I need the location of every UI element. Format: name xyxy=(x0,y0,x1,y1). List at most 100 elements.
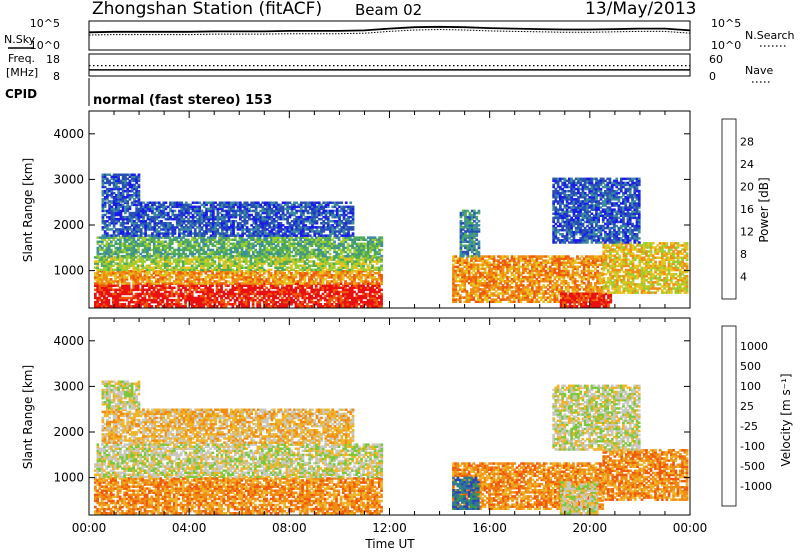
heatmap-cell xyxy=(270,209,274,213)
heatmap-cell xyxy=(170,246,174,250)
heatmap-cell xyxy=(251,264,255,267)
heatmap-cell xyxy=(315,220,319,223)
heatmap-cell xyxy=(254,258,257,261)
heatmap-cell xyxy=(258,286,262,290)
heatmap-cell xyxy=(154,305,158,308)
heatmap-cell xyxy=(153,207,157,211)
heatmap-cell xyxy=(175,238,179,241)
heatmap-cell xyxy=(163,284,167,287)
heatmap-cell xyxy=(148,296,151,300)
heatmap-cell xyxy=(373,242,377,246)
heatmap-cell xyxy=(274,262,277,265)
heatmap-cell xyxy=(134,303,138,306)
heatmap-cell xyxy=(234,248,237,252)
heatmap-cell xyxy=(197,280,201,283)
heatmap-cell xyxy=(295,201,298,204)
heatmap-cell xyxy=(216,215,220,219)
heatmap-cell xyxy=(294,276,298,279)
heatmap-cell xyxy=(254,211,258,215)
heatmap-cell xyxy=(366,303,370,306)
heatmap-cell xyxy=(270,248,273,252)
heatmap-cell xyxy=(96,260,99,263)
heatmap-cell xyxy=(170,298,174,302)
heatmap-cell xyxy=(139,244,142,248)
heatmap-cell xyxy=(177,242,181,246)
heatmap-cell xyxy=(239,207,242,211)
heatmap-cell xyxy=(144,228,147,231)
heatmap-cell xyxy=(161,286,165,290)
heatmap-cell xyxy=(283,288,286,292)
heatmap-cell xyxy=(186,266,190,269)
heatmap-cell xyxy=(283,248,287,252)
heatmap-cell xyxy=(297,248,300,252)
heatmap-cell xyxy=(371,300,374,304)
heatmap-cell xyxy=(213,274,217,277)
heatmap-cell xyxy=(296,269,300,273)
heatmap-cell xyxy=(232,228,235,231)
heatmap-cell xyxy=(154,262,158,265)
heatmap-cell xyxy=(236,268,239,272)
heatmap-cell xyxy=(220,276,223,279)
heatmap-cell xyxy=(267,264,271,267)
heatmap-cell xyxy=(323,286,327,290)
heatmap-cell xyxy=(139,288,142,292)
heatmap-cell xyxy=(227,252,230,256)
heatmap-cell xyxy=(329,228,332,231)
heatmap-cell xyxy=(200,234,204,237)
heatmap-cell xyxy=(126,205,129,209)
heatmap-cell xyxy=(335,252,339,256)
heatmap-cell xyxy=(292,262,295,265)
heatmap-cell xyxy=(279,215,283,219)
heatmap-cell xyxy=(108,228,111,231)
heatmap-cell xyxy=(268,205,271,209)
heatmap-cell xyxy=(105,248,109,252)
heatmap-cell xyxy=(322,230,326,233)
heatmap-cell xyxy=(125,268,129,272)
heatmap-cell xyxy=(357,276,361,279)
heatmap-cell xyxy=(177,240,181,243)
noise-series-line xyxy=(88,25,691,34)
heatmap-cell xyxy=(179,276,183,279)
heatmap-cell xyxy=(101,242,104,246)
heatmap-cell xyxy=(220,294,223,298)
heatmap-cell xyxy=(243,240,246,243)
heatmap-cell xyxy=(163,278,167,281)
heatmap-cell xyxy=(378,250,381,254)
heatmap-cell xyxy=(348,268,352,272)
heatmap-cell xyxy=(331,201,335,204)
heatmap-cell xyxy=(341,288,345,292)
heatmap-cell xyxy=(224,274,228,277)
heatmap-cell xyxy=(168,262,172,265)
heatmap-cell xyxy=(141,278,144,281)
heatmap-cell xyxy=(157,234,161,237)
heatmap-cell xyxy=(277,226,280,229)
heatmap-cell xyxy=(258,274,262,277)
heatmap-cell xyxy=(202,266,205,269)
heatmap-cell xyxy=(184,268,187,272)
freq-label-1: Freq. xyxy=(8,52,35,65)
heatmap-cell xyxy=(218,303,221,306)
heatmap-cell xyxy=(251,269,255,273)
heatmap-cell xyxy=(243,232,247,235)
heatmap-cell xyxy=(96,305,99,308)
heatmap-cell xyxy=(150,280,154,283)
heatmap-cell xyxy=(170,242,174,246)
heatmap-cell xyxy=(287,266,291,269)
heatmap-cell xyxy=(353,296,356,300)
heatmap-cell xyxy=(263,209,267,213)
heatmap-cell xyxy=(360,242,363,246)
heatmap-cell xyxy=(152,298,156,302)
heatmap-cell xyxy=(323,258,327,261)
heatmap-cell xyxy=(139,230,143,233)
heatmap-cell xyxy=(106,234,109,237)
heatmap-cell xyxy=(196,201,199,204)
heatmap-cell xyxy=(258,268,262,272)
heatmap-cell xyxy=(281,246,284,250)
heatmap-cell xyxy=(200,240,203,243)
heatmap-cell xyxy=(154,256,158,259)
heatmap-cell xyxy=(132,269,135,273)
heatmap-cell xyxy=(322,215,326,219)
heatmap-cell xyxy=(240,256,244,259)
heatmap-cell xyxy=(215,274,219,277)
heatmap-cell xyxy=(96,286,99,290)
